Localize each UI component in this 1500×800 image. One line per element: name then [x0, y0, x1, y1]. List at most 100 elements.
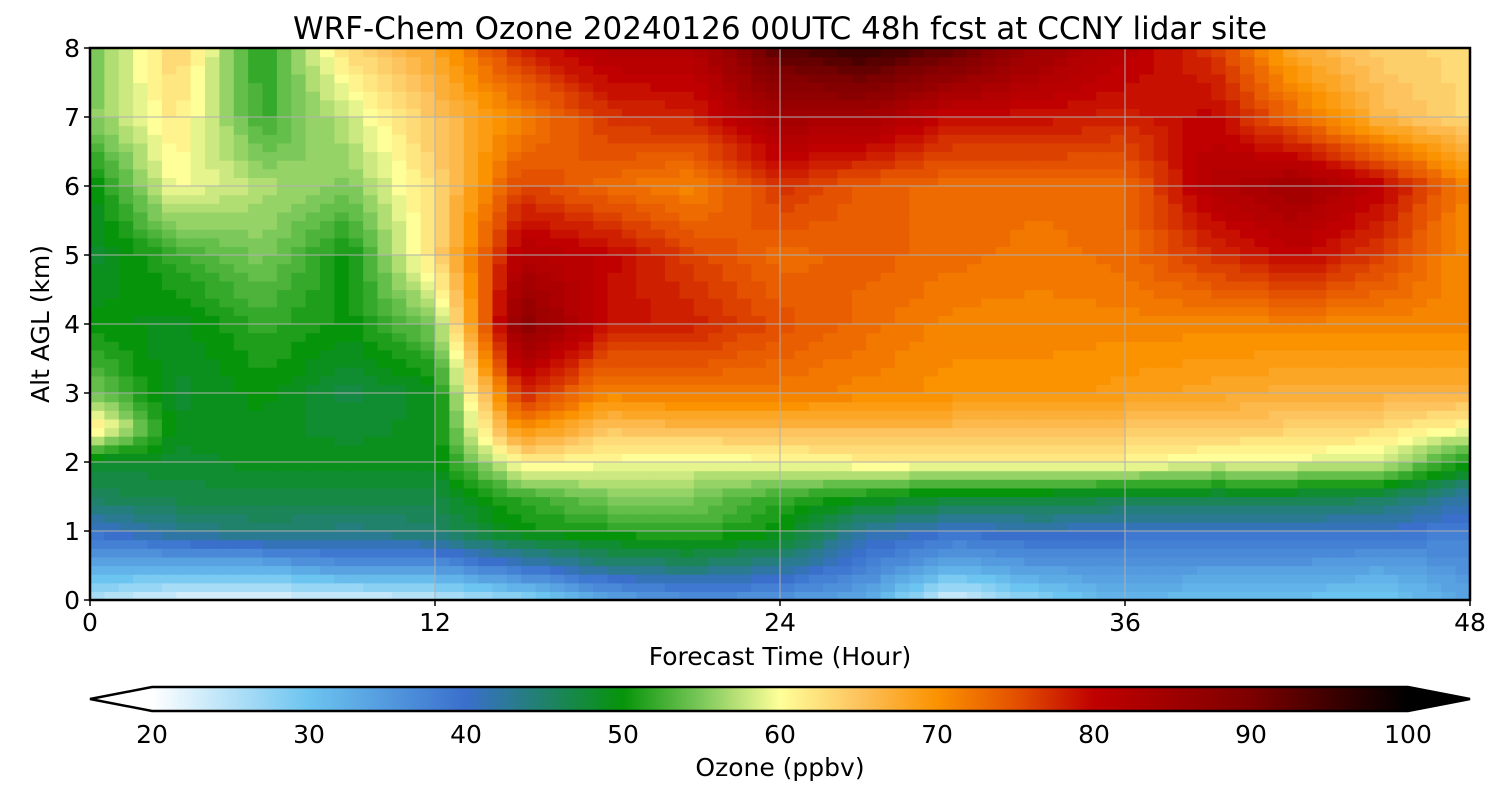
heatmap-cell [305, 237, 321, 247]
heatmap-cell [1398, 393, 1414, 403]
heatmap-cell [564, 513, 580, 523]
heatmap-cell [1225, 255, 1241, 265]
heatmap-cell [909, 470, 925, 480]
heatmap-cell [564, 556, 580, 567]
heatmap-cell [391, 289, 407, 299]
heatmap-cell [363, 436, 379, 446]
heatmap-cell [1211, 470, 1227, 480]
heatmap-cell [1225, 384, 1241, 394]
heatmap-cell [1053, 565, 1069, 575]
heatmap-cell [1283, 418, 1299, 429]
heatmap-cell [1297, 349, 1313, 360]
heatmap-cell [593, 194, 609, 204]
heatmap-cell [104, 272, 120, 282]
heatmap-cell [837, 539, 853, 549]
heatmap-cell [1283, 410, 1299, 420]
heatmap-cell [895, 565, 910, 575]
heatmap-cell [1254, 194, 1270, 204]
heatmap-cell [219, 177, 235, 187]
heatmap-cell [262, 367, 278, 377]
heatmap-cell [133, 410, 149, 420]
heatmap-cell [377, 289, 393, 299]
heatmap-cell [1010, 229, 1025, 239]
heatmap-cell [1311, 539, 1327, 549]
heatmap-cell [1182, 324, 1198, 334]
heatmap-cell [248, 427, 264, 437]
heatmap-cell [1211, 194, 1227, 204]
heatmap-cell [909, 436, 925, 446]
heatmap-cell [1024, 263, 1040, 273]
heatmap-cell [693, 582, 709, 592]
heatmap-cell [722, 324, 738, 334]
heatmap-cell [966, 505, 982, 515]
heatmap-cell [880, 358, 896, 368]
heatmap-cell [233, 186, 249, 196]
heatmap-cell [1125, 203, 1140, 213]
heatmap-cell [348, 151, 364, 161]
heatmap-cell [1053, 203, 1069, 213]
heatmap-cell [521, 479, 537, 489]
heatmap-cell [636, 358, 652, 368]
heatmap-cell [966, 496, 982, 506]
heatmap-cell [679, 203, 695, 213]
heatmap-cell [233, 349, 249, 360]
heatmap-cell [147, 375, 163, 385]
heatmap-cell [1455, 237, 1470, 247]
heatmap-cell [1412, 358, 1428, 368]
heatmap-cell [765, 315, 781, 325]
heatmap-cell [233, 160, 249, 170]
heatmap-cell [1240, 427, 1255, 437]
heatmap-cell [621, 220, 637, 230]
heatmap-cell [909, 220, 925, 230]
heatmap-cell [521, 453, 537, 463]
heatmap-cell [506, 203, 522, 213]
heatmap-cell [1297, 177, 1313, 187]
heatmap-cell [1010, 556, 1025, 567]
heatmap-cell [837, 548, 853, 558]
heatmap-cell [478, 565, 494, 575]
heatmap-cell [1398, 487, 1414, 498]
heatmap-cell [981, 246, 997, 256]
heatmap-cell [492, 496, 508, 506]
heatmap-cell [1125, 272, 1140, 282]
heatmap-cell [1010, 418, 1025, 429]
heatmap-cell [1081, 168, 1097, 178]
heatmap-cell [765, 168, 781, 178]
heatmap-cell [463, 375, 479, 385]
heatmap-cell [147, 574, 163, 584]
heatmap-cell [1441, 211, 1457, 222]
heatmap-cell [1225, 280, 1241, 291]
heatmap-cell [506, 591, 522, 600]
heatmap-cell [578, 565, 594, 575]
heatmap-cell [708, 237, 724, 247]
heatmap-cell [176, 487, 192, 498]
heatmap-cell [1283, 237, 1299, 247]
heatmap-cell [161, 332, 177, 342]
heatmap-cell [765, 237, 781, 247]
heatmap-cell [636, 220, 652, 230]
heatmap-cell [90, 393, 105, 403]
heatmap-cell [118, 160, 134, 170]
heatmap-cell [607, 194, 623, 204]
heatmap-cell [406, 479, 422, 489]
heatmap-cell [1096, 401, 1112, 411]
heatmap-cell [320, 280, 335, 291]
heatmap-cell [952, 237, 968, 247]
heatmap-cell [1254, 487, 1270, 498]
heatmap-cell [1297, 470, 1313, 480]
heatmap-cell [478, 229, 494, 239]
heatmap-cell [981, 375, 997, 385]
heatmap-cell [161, 531, 177, 541]
heatmap-cell [679, 246, 695, 256]
heatmap-cell [564, 315, 580, 325]
heatmap-cell [1168, 427, 1184, 437]
heatmap-cell [233, 513, 249, 523]
heatmap-cell [736, 444, 752, 454]
heatmap-cell [190, 246, 206, 256]
heatmap-cell [90, 306, 105, 316]
heatmap-cell [1110, 531, 1126, 541]
heatmap-cell [406, 324, 422, 334]
heatmap-cell [1455, 255, 1470, 265]
heatmap-cell [1182, 194, 1198, 204]
heatmap-cell [233, 462, 249, 472]
